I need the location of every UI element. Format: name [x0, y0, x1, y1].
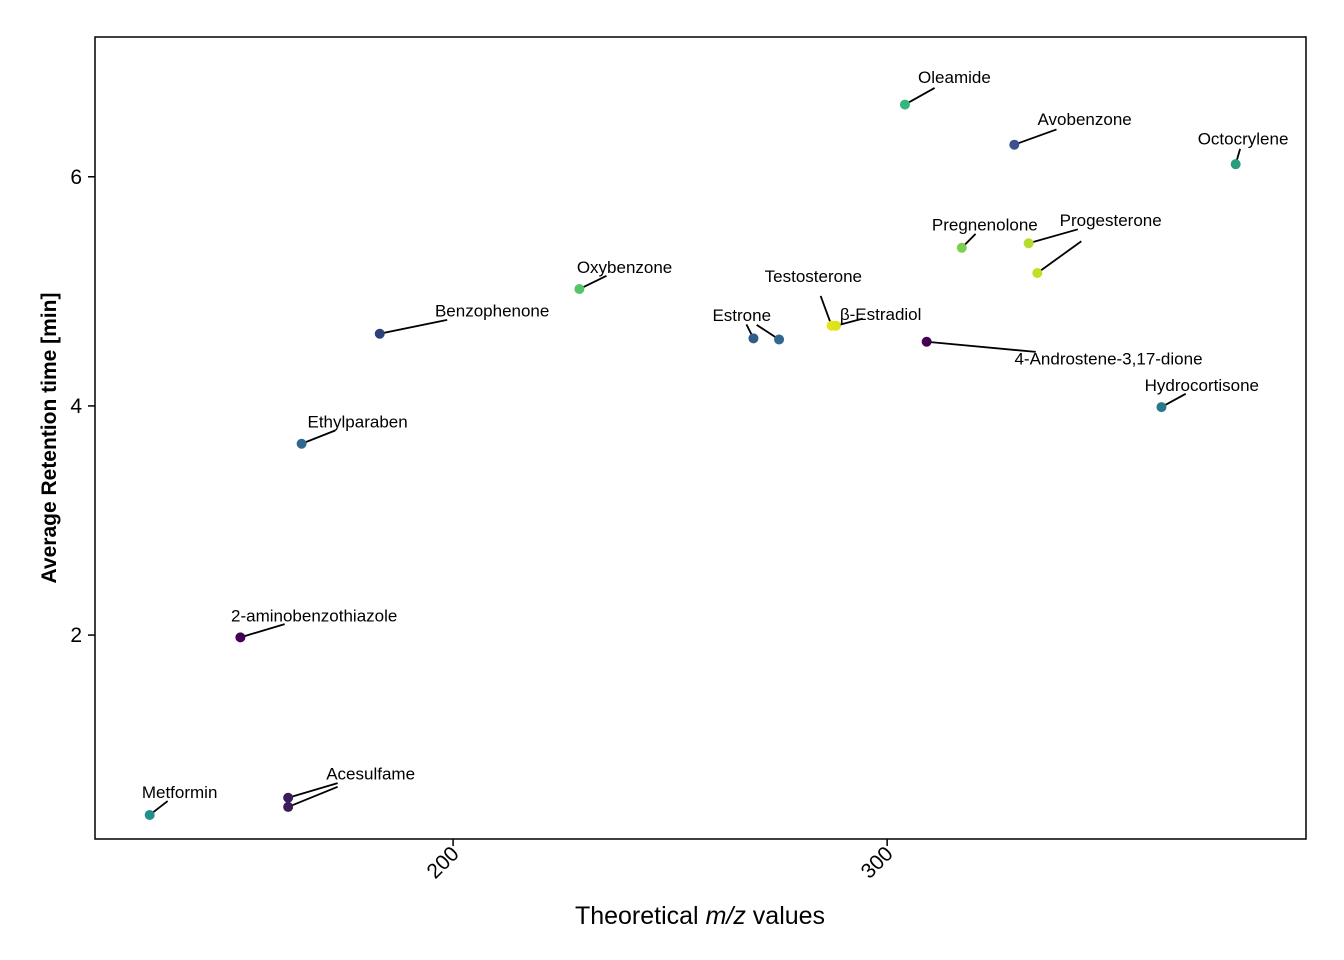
- point-label: Ethylparaben: [308, 413, 408, 432]
- data-point: [1156, 402, 1167, 413]
- leader-line: [379, 318, 448, 335]
- leader-line: [926, 340, 1036, 353]
- plot-panel: [94, 36, 1307, 840]
- leader-line: [1036, 240, 1082, 274]
- data-point: [899, 99, 910, 110]
- point-label: β-Estradiol: [840, 305, 922, 324]
- y-axis-title: Average Retention time [min]: [38, 293, 61, 584]
- y-axis: 2 4 6: [70, 166, 95, 647]
- point-label: Pregnenolone: [932, 216, 1038, 235]
- leader-line: [1014, 128, 1057, 146]
- point-label: Benzophenone: [435, 302, 549, 321]
- point-label: 4-Androstene-3,17-dione: [1014, 350, 1202, 369]
- point-label: Octocrylene: [1198, 130, 1289, 149]
- point-label: 2-aminobenzothiazole: [231, 606, 397, 625]
- data-point: [956, 242, 967, 253]
- data-point: [1023, 238, 1034, 249]
- leader-line: [301, 429, 336, 445]
- point-label: Avobenzone: [1038, 110, 1132, 129]
- leader-line: [904, 87, 936, 106]
- leader-line: [287, 785, 338, 808]
- y-tick-label: 4: [70, 395, 82, 418]
- point-label: Oleamide: [918, 68, 991, 87]
- data-point: [830, 320, 841, 331]
- point-labels: Metformin Acesulfame 2-aminobenzothiazole E…: [142, 68, 1289, 802]
- data-point: [1230, 159, 1241, 170]
- data-point: [748, 333, 759, 344]
- x-axis: 200 300: [423, 839, 898, 883]
- point-label: Testosterone: [765, 267, 862, 286]
- x-tick-label: 200: [423, 842, 464, 883]
- y-tick-label: 2: [70, 624, 82, 647]
- data-point: [574, 284, 585, 295]
- leader-line: [1028, 228, 1079, 245]
- data-point: [1032, 268, 1043, 279]
- point-label: Hydrocortisone: [1145, 376, 1259, 395]
- x-tick-label: 300: [857, 842, 898, 883]
- x-axis-title-part: Theoretical: [575, 902, 706, 930]
- leader-line: [287, 782, 338, 799]
- point-label: Progesterone: [1060, 211, 1162, 230]
- x-axis-title-part: m/z: [706, 902, 747, 930]
- data-point: [374, 328, 385, 339]
- data-points: [144, 99, 1241, 820]
- data-point: [283, 792, 294, 803]
- data-point: [296, 438, 307, 449]
- y-tick-label: 6: [70, 166, 82, 189]
- point-label: Metformin: [142, 783, 218, 802]
- data-point: [774, 334, 785, 345]
- data-point: [235, 632, 246, 643]
- data-point: [144, 809, 155, 820]
- point-label: Oxybenzone: [577, 258, 672, 277]
- point-label: Estrone: [712, 306, 771, 325]
- point-label: Acesulfame: [326, 764, 415, 783]
- leader-line: [819, 295, 833, 327]
- data-point: [921, 336, 932, 347]
- leader-line: [240, 623, 285, 639]
- x-axis-title: Theoretical m/z values: [575, 902, 825, 930]
- x-axis-title-part: values: [746, 902, 825, 930]
- data-point: [283, 801, 294, 812]
- data-point: [1009, 139, 1020, 150]
- leader-line: [579, 275, 607, 290]
